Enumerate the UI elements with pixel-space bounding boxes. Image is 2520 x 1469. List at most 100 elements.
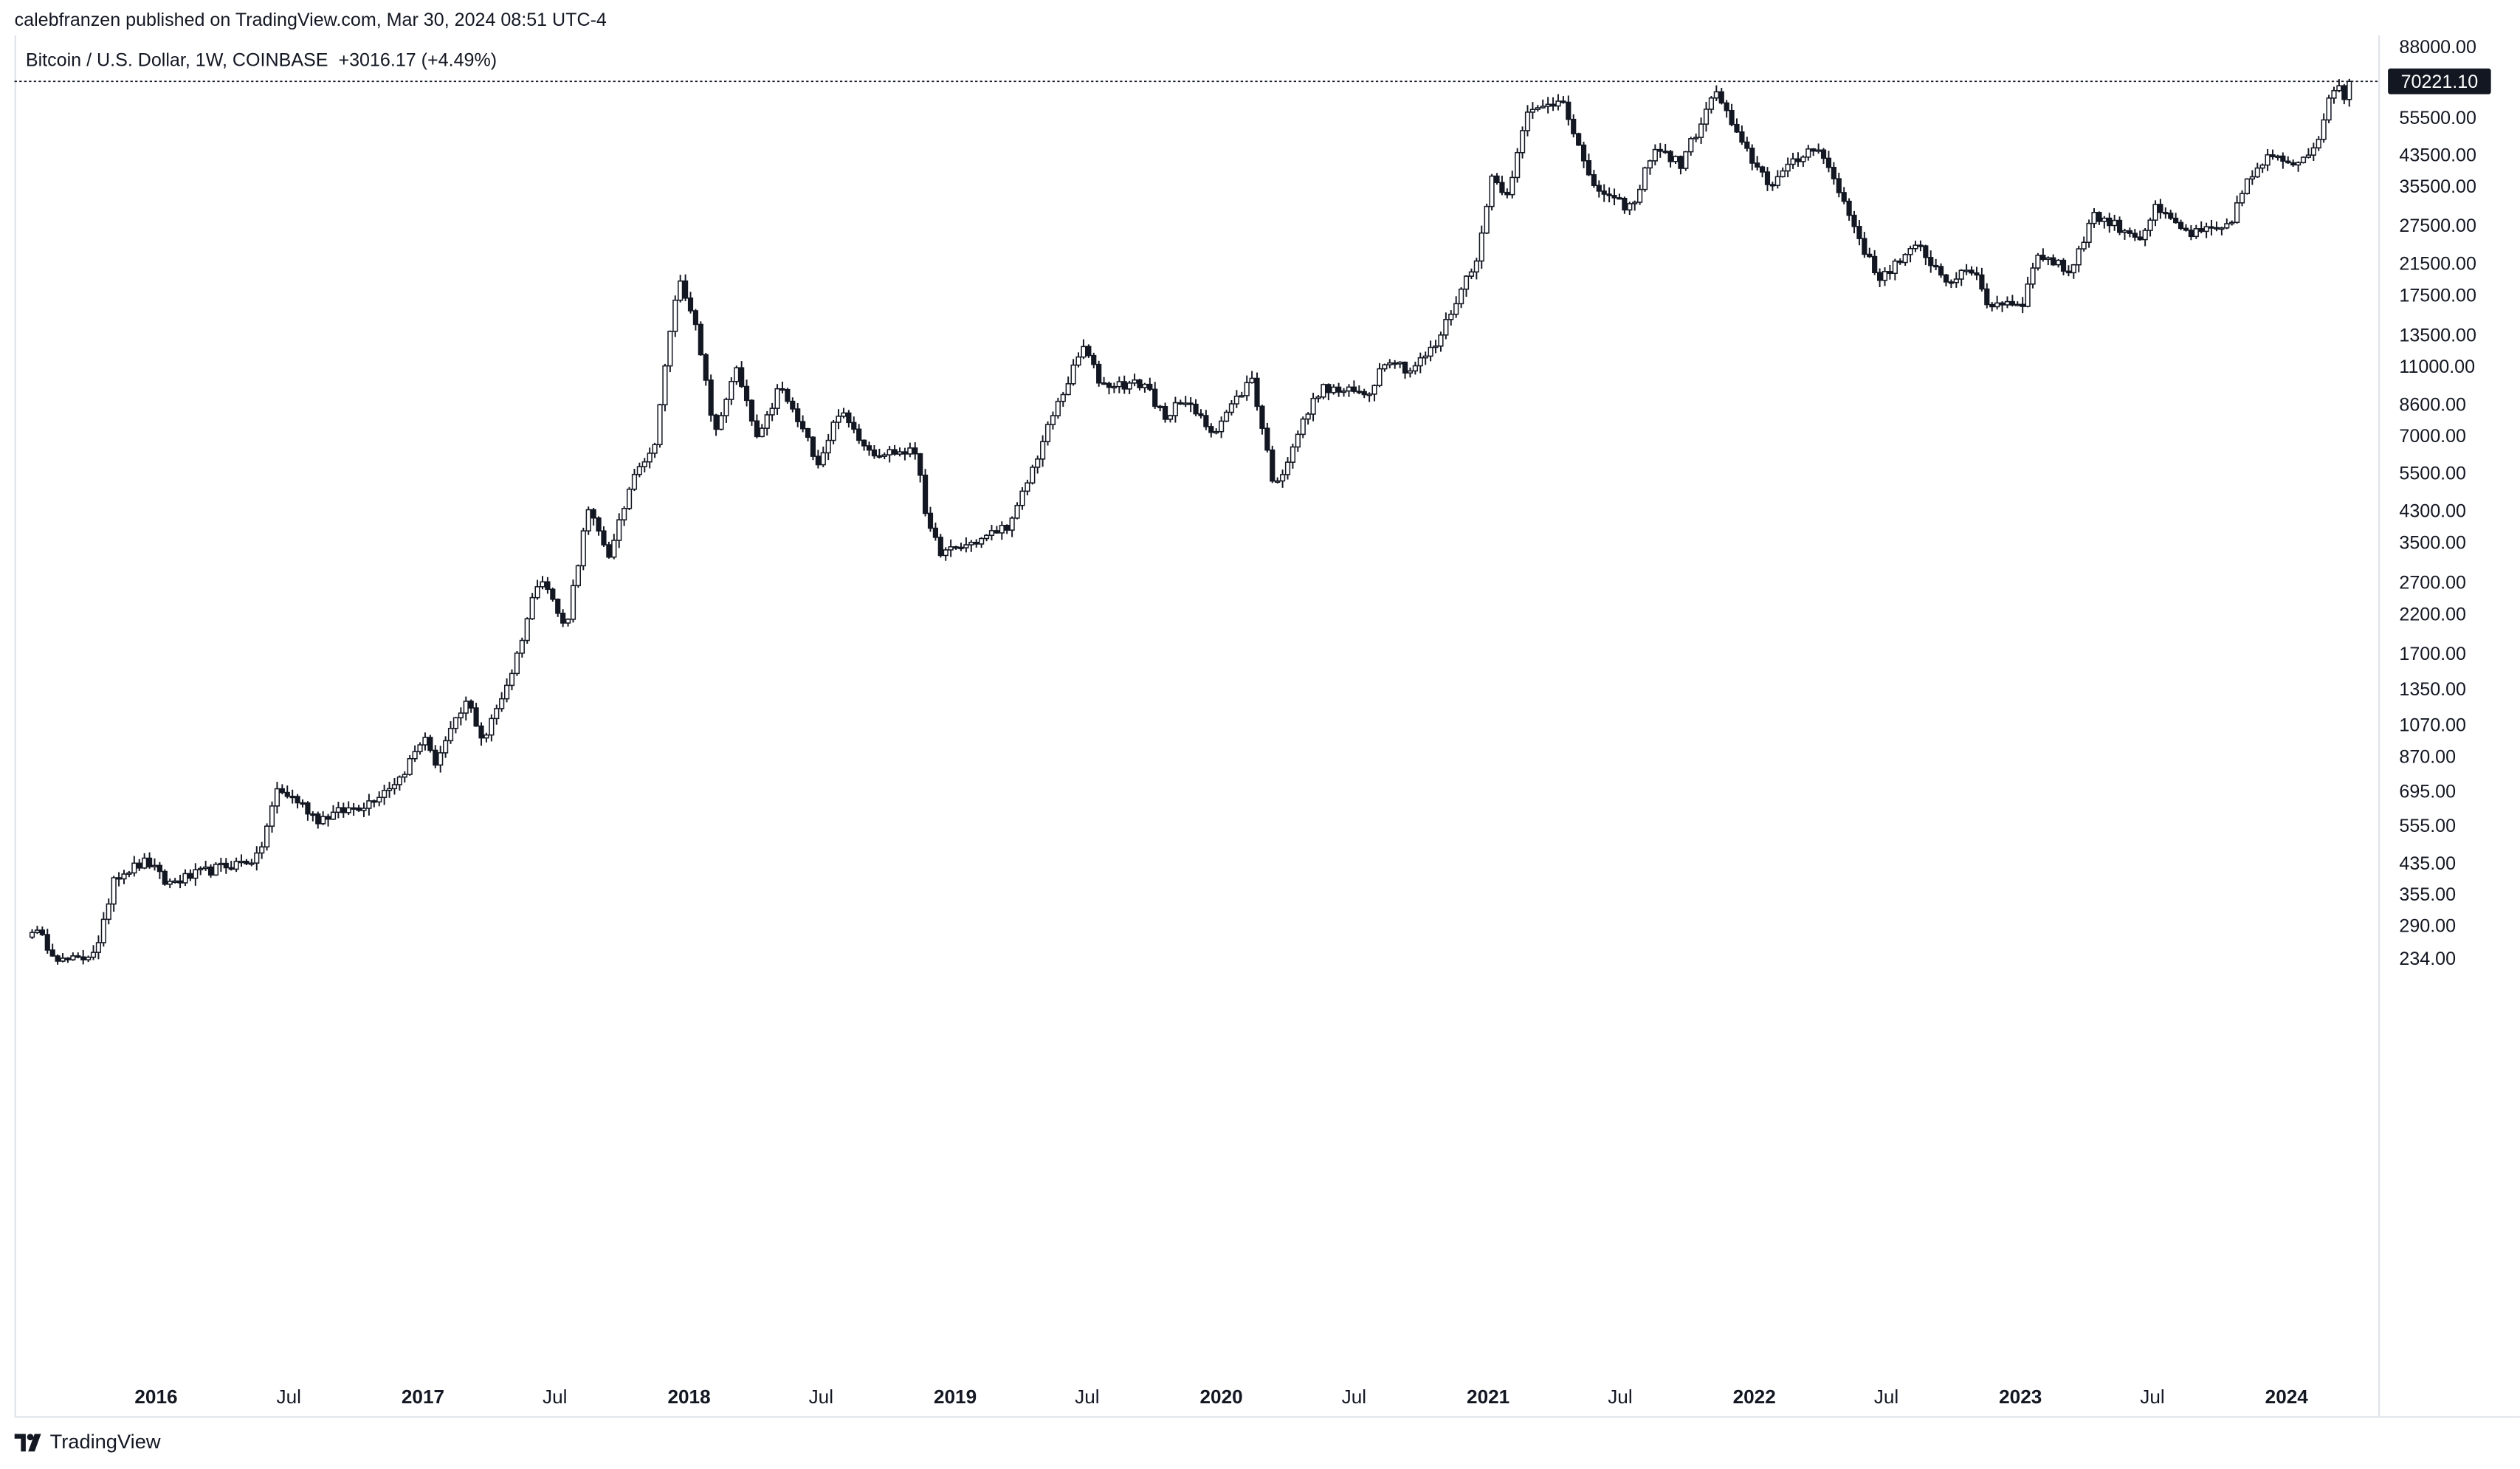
candle-down	[779, 388, 785, 391]
candle-down	[1617, 197, 1622, 200]
candle-up	[983, 534, 990, 540]
last-price-badge	[2388, 68, 2491, 94]
candle-up	[1295, 433, 1301, 448]
candle-up	[1397, 361, 1403, 365]
time-tick-label: 2018	[667, 1386, 710, 1408]
candle-up	[1647, 160, 1653, 169]
candle-down	[754, 420, 760, 438]
candle-down	[1876, 272, 1883, 281]
candle-up	[887, 449, 892, 455]
time-tick-label: 2023	[1999, 1386, 2042, 1408]
candle-down	[44, 934, 50, 951]
candle-up	[622, 508, 627, 520]
candle-up	[729, 381, 734, 400]
candle-down	[55, 955, 61, 962]
candle-up	[1366, 393, 1372, 396]
candle-up	[2265, 154, 2271, 166]
candle-up	[1459, 288, 1464, 305]
candle-up	[2224, 223, 2230, 229]
candle-down	[1550, 103, 1556, 107]
candle-up	[1182, 402, 1188, 405]
candle-up	[841, 412, 847, 417]
time-axis[interactable]: 2016 Jul 2017 Jul 2018 Jul 2019 Jul 2020 Jul 2021 J…	[134, 1386, 2308, 1408]
candle-down	[2051, 257, 2056, 266]
candle-down	[1825, 157, 1832, 168]
candle-up	[126, 872, 132, 875]
candle-down	[994, 530, 999, 534]
candle-down	[918, 453, 923, 476]
candle-up	[1463, 275, 1470, 290]
candle-down	[708, 379, 714, 416]
candle-up	[897, 451, 903, 455]
candle-up	[1228, 403, 1235, 413]
candle-up	[366, 800, 372, 809]
candle-down	[1841, 192, 1847, 202]
candle-up	[1315, 396, 1321, 399]
candle-up	[90, 952, 97, 958]
candle-down	[596, 517, 602, 532]
candle-up	[2035, 255, 2041, 269]
candle-down	[223, 862, 229, 869]
tradingview-logo[interactable]: TradingView	[14, 1431, 161, 1453]
candle-down	[1999, 302, 2006, 306]
candle-up	[1081, 345, 1087, 358]
candle-up	[1698, 123, 1704, 138]
candle-up	[422, 737, 428, 746]
candle-up	[1703, 109, 1710, 125]
candle-up	[1412, 365, 1418, 372]
price-tick-label: 290.00	[2399, 915, 2456, 936]
candle-up	[412, 751, 418, 760]
candle-up	[1963, 269, 1969, 272]
candle-down	[550, 588, 556, 600]
candle-down	[682, 280, 689, 299]
candle-up	[1030, 467, 1036, 484]
candle-down	[2065, 270, 2072, 274]
candle-up	[759, 427, 765, 438]
candle-down	[2168, 213, 2174, 219]
price-tick-label: 8600.00	[2399, 394, 2466, 415]
logo-text: TradingView	[49, 1431, 161, 1453]
candle-up	[106, 903, 111, 921]
price-tick-label: 27500.00	[2399, 216, 2476, 236]
time-tick-label: Jul	[1342, 1386, 1366, 1408]
candle-down	[1662, 151, 1668, 154]
candle-up	[1489, 175, 1495, 207]
candle-down	[2009, 300, 2015, 306]
candle-down	[2214, 227, 2220, 230]
candle-up	[443, 740, 449, 754]
candle-down	[866, 445, 872, 451]
candle-down	[2132, 233, 2138, 238]
candle-up	[1044, 424, 1051, 443]
candle-up	[1387, 362, 1393, 365]
candle-up	[1009, 517, 1015, 531]
candle-up	[2234, 202, 2240, 223]
candle-up	[734, 367, 740, 382]
candle-up	[1422, 355, 1428, 359]
price-axis[interactable]: 88000.00 55500.00 43500.00 35500.00 27500.00…	[2399, 37, 2476, 969]
candle-down	[1744, 141, 1750, 149]
candle-up	[2347, 80, 2352, 100]
candle-down	[1402, 361, 1408, 374]
candle-up	[345, 807, 351, 813]
candle-up	[1219, 420, 1225, 433]
candle-down	[2060, 259, 2067, 272]
price-tick-label: 2700.00	[2399, 573, 2466, 594]
candle-up	[641, 461, 647, 467]
candle-up	[70, 955, 76, 960]
candle-up	[1790, 158, 1796, 165]
candle-up	[142, 857, 148, 869]
candle-up	[631, 473, 638, 490]
price-tick-label: 695.00	[2399, 781, 2456, 802]
candle-up	[1882, 271, 1888, 281]
candle-up	[198, 867, 204, 871]
price-tick-label: 355.00	[2399, 884, 2456, 905]
candle-down	[1208, 426, 1214, 433]
candle-up	[2025, 283, 2031, 307]
candle-down	[1729, 109, 1735, 125]
candle-up	[259, 846, 265, 854]
candle-up	[396, 776, 402, 785]
candle-down	[2173, 217, 2179, 224]
price-tick-label: 11000.00	[2399, 357, 2475, 377]
candle-up	[1468, 271, 1475, 277]
